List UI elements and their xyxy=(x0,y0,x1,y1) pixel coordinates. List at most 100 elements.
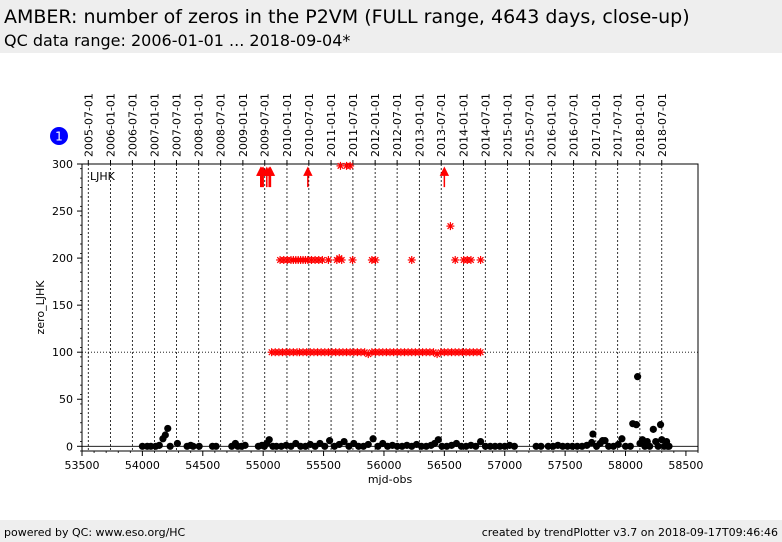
data-point xyxy=(434,436,442,444)
data-point xyxy=(336,161,345,170)
grid-lines xyxy=(87,164,663,451)
data-point xyxy=(451,255,460,264)
data-point xyxy=(656,421,665,429)
top-axis-date-label: 2012-07-01 xyxy=(391,93,404,157)
data-point xyxy=(337,255,346,264)
data-point xyxy=(324,255,333,264)
data-point xyxy=(614,440,622,449)
info-badge-label[interactable]: 1 xyxy=(55,130,63,144)
data-point xyxy=(654,442,662,450)
top-axis-date-label: 2017-01-01 xyxy=(590,93,603,157)
footer-credit: powered by QC: www.eso.org/HC xyxy=(4,526,186,539)
data-point xyxy=(265,436,273,444)
data-point xyxy=(265,166,276,188)
top-axis-date-label: 2015-01-01 xyxy=(502,93,515,157)
x-axis-tick-label: 57500 xyxy=(548,459,583,472)
y-axis-tick-label: 100 xyxy=(52,346,73,359)
top-axis-date-label: 2008-07-01 xyxy=(215,93,228,157)
top-axis-date-label: 2013-07-01 xyxy=(435,93,448,157)
top-axis-date-label: 2008-01-01 xyxy=(193,93,206,157)
top-axis-date-label: 2016-01-01 xyxy=(546,93,559,157)
data-point xyxy=(161,431,169,439)
data-point xyxy=(348,255,357,264)
data-point xyxy=(588,438,596,447)
data-point xyxy=(407,255,416,264)
data-point xyxy=(626,442,634,450)
top-date-axis: 2005-07-01 2006-01-01 2006-07-01 2007-01-01… xyxy=(82,93,669,164)
data-point xyxy=(155,441,163,449)
data-point xyxy=(510,442,519,450)
y-axis-tick-label: 50 xyxy=(59,393,73,406)
y-axis-tick-label: 150 xyxy=(52,299,73,312)
data-points xyxy=(138,161,673,450)
data-point xyxy=(321,442,329,450)
top-axis-date-label: 2015-07-01 xyxy=(523,93,536,157)
data-point xyxy=(472,442,480,450)
data-point xyxy=(364,440,372,449)
x-axis-tick-label: 56500 xyxy=(427,459,462,472)
top-axis-date-label: 2007-01-01 xyxy=(149,93,162,157)
top-axis-date-label: 2007-07-01 xyxy=(170,93,183,157)
data-point xyxy=(665,442,673,450)
y-axis-tick-label: 250 xyxy=(52,205,73,218)
top-axis-date-label: 2018-07-01 xyxy=(656,93,669,157)
top-axis-date-label: 2006-07-01 xyxy=(126,93,139,157)
top-axis-date-label: 2009-01-01 xyxy=(237,93,250,157)
data-point xyxy=(303,166,313,188)
top-axis-date-label: 2017-07-01 xyxy=(612,93,625,157)
top-axis-date-label: 2016-07-01 xyxy=(568,93,581,157)
report-footer: powered by QC: www.eso.org/HC created by… xyxy=(0,520,782,542)
data-point xyxy=(369,435,377,443)
info-badge[interactable]: 1 xyxy=(50,127,68,145)
data-point xyxy=(537,442,545,450)
top-axis-date-label: 2011-01-01 xyxy=(325,93,338,157)
data-point xyxy=(195,442,203,450)
data-point xyxy=(466,255,475,264)
data-point xyxy=(189,442,197,450)
top-axis-date-label: 2006-01-01 xyxy=(105,93,118,157)
top-axis-date-label: 2010-01-01 xyxy=(281,93,294,157)
top-axis-date-label: 2014-07-01 xyxy=(479,93,492,157)
y-axis-tick-label: 300 xyxy=(52,158,73,171)
x-axis-tick-label: 53500 xyxy=(65,459,100,472)
data-point xyxy=(476,255,485,264)
y-axis-label: zero_LJHK xyxy=(34,280,47,335)
data-point xyxy=(318,255,327,264)
plot-frame xyxy=(81,163,699,452)
x-axis-tick-label: 58000 xyxy=(608,459,643,472)
top-axis-date-label: 2014-01-01 xyxy=(457,93,470,157)
data-point xyxy=(601,437,609,445)
data-point xyxy=(241,441,249,449)
data-point xyxy=(340,437,348,446)
x-axis-tick-label: 55000 xyxy=(246,459,281,472)
data-point xyxy=(212,442,220,450)
data-point xyxy=(589,430,597,438)
top-axis-date-label: 2011-07-01 xyxy=(347,93,360,157)
trend-chart: 2005-07-01 2006-01-01 2006-07-01 2007-01-01… xyxy=(34,93,703,486)
x-axis-label: mjd-obs xyxy=(368,473,413,486)
y-axis-tick-label: 0 xyxy=(66,440,73,453)
page-title: AMBER: number of zeros in the P2VM (FULL… xyxy=(4,6,690,28)
data-point xyxy=(476,437,485,446)
data-point xyxy=(649,425,657,433)
top-axis-date-label: 2005-07-01 xyxy=(82,93,95,157)
x-axis-tick-label: 55500 xyxy=(306,459,341,472)
top-axis-date-label: 2018-01-01 xyxy=(634,93,647,157)
data-point xyxy=(646,442,654,450)
x-axis-tick-label: 56000 xyxy=(366,459,401,472)
top-axis-date-label: 2009-07-01 xyxy=(259,93,272,157)
x-axis: 53500 54000 54500 55000 55500 56000 56500 57000… xyxy=(65,451,703,472)
y-axis-tick-label: 200 xyxy=(52,252,73,265)
data-point xyxy=(476,348,485,357)
info-badge-circle[interactable] xyxy=(50,127,68,145)
data-point xyxy=(439,166,450,188)
footer-created-by: created by trendPlotter v3.7 on 2018-09-… xyxy=(481,526,778,539)
top-axis-date-label: 2010-07-01 xyxy=(303,93,316,157)
top-axis-date-label: 2012-01-01 xyxy=(369,93,382,157)
x-axis-tick-label: 57000 xyxy=(487,459,522,472)
top-axis-date-label: 2013-01-01 xyxy=(413,93,426,157)
panel-label: LJHK xyxy=(90,170,116,183)
data-point xyxy=(364,350,373,359)
x-axis-tick-label: 58500 xyxy=(668,459,703,472)
data-point xyxy=(446,222,455,231)
